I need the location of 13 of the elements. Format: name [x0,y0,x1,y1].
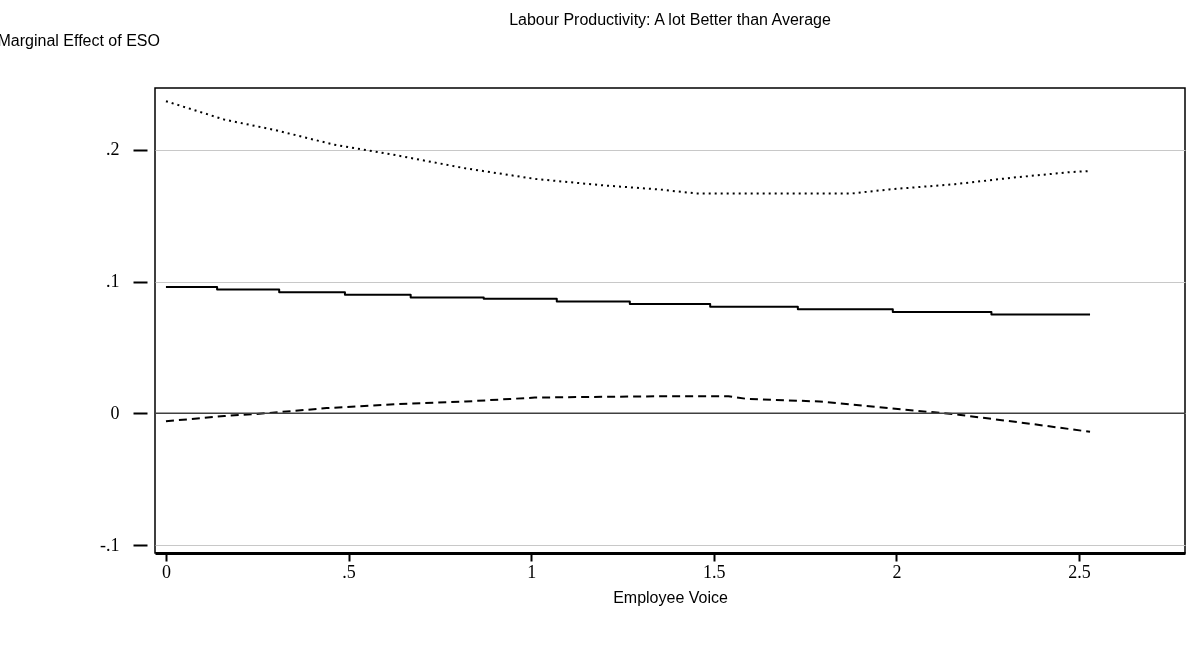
chart-title: Labour Productivity: A lot Better than Average [509,11,831,28]
y-tick-label: -.1 [100,534,120,555]
x-tick-label: 2.5 [1068,561,1091,582]
x-tick-label: 0 [161,561,171,582]
y-tick-label: .1 [106,271,120,292]
y-tick-label: .2 [106,139,120,160]
x-tick-label: .5 [342,561,356,582]
y-tick-label: 0 [110,402,120,423]
x-tick-label: 1.5 [703,561,726,582]
x-axis-title: Employee Voice [613,588,728,606]
x-tick-label: 2 [892,561,902,582]
x-tick-label: 1 [527,561,537,582]
line-series [164,395,1092,433]
